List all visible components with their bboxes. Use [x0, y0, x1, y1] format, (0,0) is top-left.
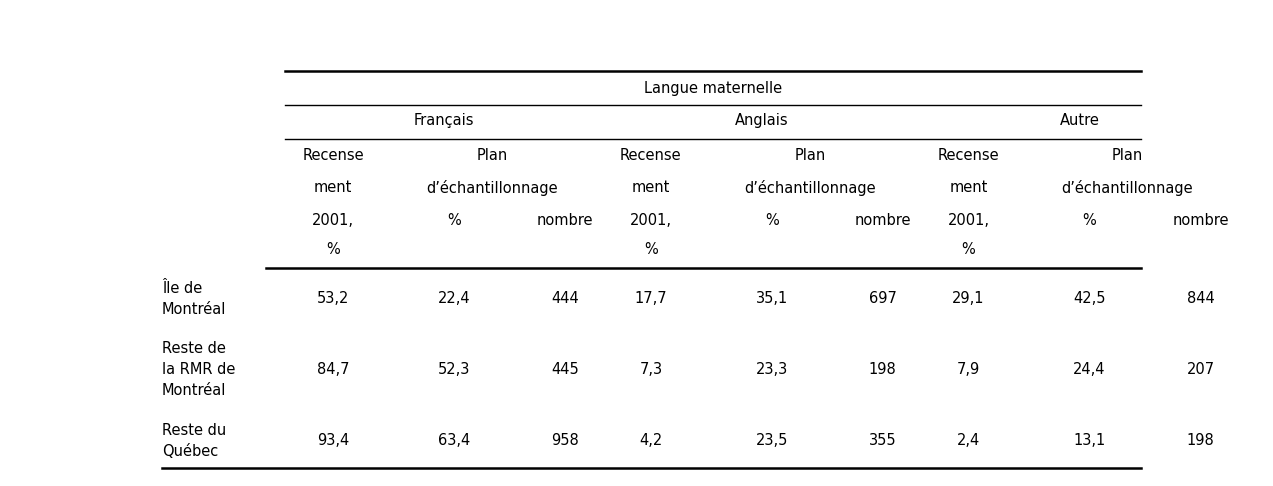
Text: Plan: Plan — [794, 148, 825, 163]
Text: 355: 355 — [869, 434, 896, 449]
Text: Plan: Plan — [476, 148, 508, 163]
Text: Langue maternelle: Langue maternelle — [644, 81, 782, 96]
Text: 207: 207 — [1186, 363, 1214, 377]
Text: ment: ment — [314, 180, 353, 195]
Text: 24,4: 24,4 — [1073, 363, 1106, 377]
Text: %: % — [447, 212, 461, 227]
Text: 7,3: 7,3 — [639, 363, 662, 377]
Text: Reste du
Québec: Reste du Québec — [162, 423, 227, 459]
Text: Île de
Montréal: Île de Montréal — [162, 281, 227, 317]
Text: 63,4: 63,4 — [438, 434, 470, 449]
Text: ment: ment — [950, 180, 988, 195]
Text: 444: 444 — [551, 291, 579, 306]
Text: 42,5: 42,5 — [1073, 291, 1106, 306]
Text: 2001,: 2001, — [312, 212, 354, 227]
Text: %: % — [326, 243, 340, 257]
Text: 53,2: 53,2 — [317, 291, 350, 306]
Text: 52,3: 52,3 — [438, 363, 470, 377]
Text: nombre: nombre — [1172, 212, 1228, 227]
Text: Reste de
la RMR de
Montréal: Reste de la RMR de Montréal — [162, 341, 236, 399]
Text: Autre: Autre — [1059, 113, 1100, 127]
Text: 2001,: 2001, — [630, 212, 672, 227]
Text: ment: ment — [631, 180, 670, 195]
Text: Français: Français — [414, 113, 475, 127]
Text: %: % — [961, 243, 975, 257]
Text: 2001,: 2001, — [947, 212, 989, 227]
Text: Recense: Recense — [620, 148, 682, 163]
Text: %: % — [765, 212, 779, 227]
Text: 2,4: 2,4 — [957, 434, 980, 449]
Text: 958: 958 — [551, 434, 579, 449]
Text: 198: 198 — [869, 363, 896, 377]
Text: 445: 445 — [551, 363, 579, 377]
Text: Recense: Recense — [303, 148, 364, 163]
Text: 7,9: 7,9 — [957, 363, 980, 377]
Text: %: % — [1082, 212, 1096, 227]
Text: 198: 198 — [1186, 434, 1214, 449]
Text: 22,4: 22,4 — [438, 291, 471, 306]
Text: d’échantillonnage: d’échantillonnage — [743, 180, 876, 196]
Text: 29,1: 29,1 — [952, 291, 985, 306]
Text: 84,7: 84,7 — [317, 363, 350, 377]
Text: d’échantillonnage: d’échantillonnage — [1062, 180, 1193, 196]
Text: d’échantillonnage: d’échantillonnage — [426, 180, 558, 196]
Text: 23,5: 23,5 — [756, 434, 788, 449]
Text: 13,1: 13,1 — [1073, 434, 1105, 449]
Text: %: % — [644, 243, 658, 257]
Text: 23,3: 23,3 — [756, 363, 788, 377]
Text: Plan: Plan — [1111, 148, 1143, 163]
Text: 697: 697 — [869, 291, 896, 306]
Text: 17,7: 17,7 — [635, 291, 667, 306]
Text: nombre: nombre — [537, 212, 593, 227]
Text: Recense: Recense — [938, 148, 999, 163]
Text: 93,4: 93,4 — [317, 434, 349, 449]
Text: 844: 844 — [1186, 291, 1214, 306]
Text: 4,2: 4,2 — [639, 434, 662, 449]
Text: 35,1: 35,1 — [756, 291, 788, 306]
Text: nombre: nombre — [854, 212, 911, 227]
Text: Anglais: Anglais — [735, 113, 789, 127]
